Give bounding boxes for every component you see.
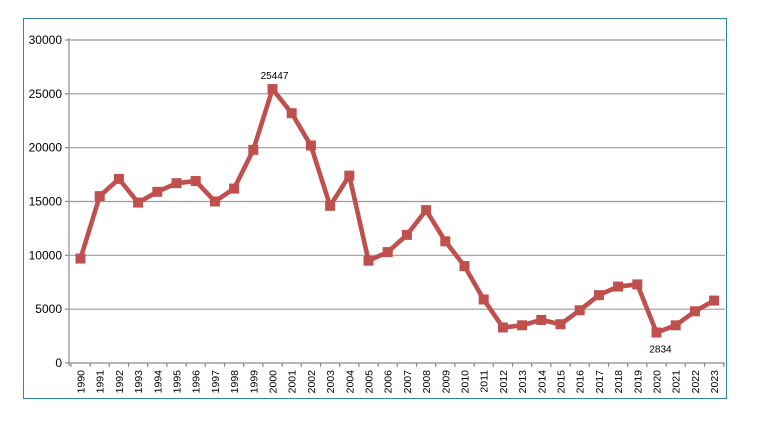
data-point-marker (94, 191, 105, 202)
x-tick-label: 2012 (498, 370, 510, 394)
x-tick-label: 2019 (632, 370, 644, 394)
data-point-marker (229, 183, 240, 194)
data-point-marker (478, 294, 489, 305)
data-point-marker (613, 281, 624, 292)
data-labels: 25447 2834 (261, 71, 672, 355)
data-point-marker (113, 173, 124, 184)
x-tick-label: 1999 (248, 370, 260, 394)
data-point-marker (651, 327, 662, 338)
data-point-marker (133, 197, 144, 208)
data-point-marker (248, 144, 259, 155)
x-tick-labels: 1990 1991 1992 1993 1994 1995 1996 1997 1998 1999… (76, 370, 722, 394)
series-line (78, 84, 716, 336)
x-tick-label: 1993 (133, 370, 145, 394)
y-tick-label: 30000 (29, 33, 63, 47)
x-tick-label: 2011 (479, 370, 491, 393)
y-tick-labels: 0 5000 10000 15000 20000 25000 30000 (29, 33, 63, 370)
y-tick-label: 25000 (29, 87, 63, 101)
data-point-marker (709, 295, 720, 306)
series-markers (75, 84, 720, 338)
data-point-marker (459, 261, 470, 272)
x-tick-label: 2020 (652, 370, 664, 394)
data-point-marker (344, 170, 355, 181)
x-tick-label: 2015 (556, 370, 568, 394)
data-point-marker (209, 196, 220, 207)
data-point-marker (536, 314, 547, 325)
x-tick-label: 2003 (325, 370, 337, 394)
data-point-marker (325, 200, 336, 211)
y-tick-label: 20000 (29, 141, 63, 155)
y-tick-label: 0 (55, 356, 62, 370)
x-tick-label: 2008 (421, 370, 433, 394)
y-tick-label: 15000 (29, 195, 63, 209)
x-tick-label: 1991 (95, 370, 107, 394)
data-point-marker (689, 306, 700, 317)
y-tick-label: 10000 (29, 248, 63, 262)
data-point-marker (517, 320, 528, 331)
y-tick-label: 5000 (35, 302, 62, 316)
x-tick-label: 2005 (364, 370, 376, 394)
x-tick-label: 2007 (402, 370, 414, 394)
data-point-marker (632, 279, 643, 290)
data-point-marker (382, 247, 393, 258)
x-tick-label: 2010 (460, 370, 472, 394)
x-axis (69, 362, 725, 367)
x-tick-label: 2004 (344, 370, 356, 394)
data-point-marker (286, 108, 297, 119)
data-point-marker (363, 255, 374, 266)
x-tick-label: 2016 (575, 370, 587, 394)
data-point-marker (440, 236, 451, 247)
x-tick-label: 2023 (709, 370, 721, 394)
data-point-marker (593, 290, 604, 301)
x-tick-label: 2022 (690, 370, 702, 394)
data-point-marker (267, 84, 278, 95)
data-point-marker (670, 320, 681, 331)
data-point-marker (574, 305, 585, 316)
x-tick-label: 1990 (76, 370, 88, 394)
data-point-marker (497, 322, 508, 333)
x-tick-label: 2014 (536, 370, 548, 394)
x-tick-label: 2021 (671, 370, 683, 394)
x-tick-label: 2001 (287, 370, 299, 394)
y-gridlines (69, 39, 725, 310)
data-point-marker (555, 319, 566, 330)
data-point-marker (152, 186, 163, 197)
data-point-marker (75, 253, 86, 264)
x-tick-label: 2018 (613, 370, 625, 394)
x-tick-label: 1997 (210, 370, 222, 394)
x-tick-label: 2009 (440, 370, 452, 394)
x-tick-label: 1998 (229, 370, 241, 394)
data-point-marker (305, 140, 316, 151)
x-tick-label: 2017 (594, 370, 606, 394)
data-point-marker (421, 205, 432, 216)
y-axis (65, 38, 70, 366)
data-point-marker (171, 178, 182, 189)
x-tick-label: 1995 (172, 370, 184, 394)
x-tick-label: 2013 (517, 370, 529, 394)
x-tick-label: 1994 (152, 370, 164, 394)
chart-frame: 0 5000 10000 15000 20000 25000 30000 1990 1991 19… (23, 18, 727, 399)
x-tick-label: 1992 (114, 370, 126, 394)
x-tick-label: 1996 (191, 370, 203, 394)
x-tick-label: 2000 (268, 370, 280, 394)
data-label-2020: 2834 (649, 344, 672, 355)
data-label-2000: 25447 (261, 71, 289, 82)
x-tick-label: 2002 (306, 370, 318, 394)
data-point-marker (401, 229, 412, 240)
x-tick-label: 2006 (383, 370, 395, 394)
data-point-marker (190, 176, 201, 187)
